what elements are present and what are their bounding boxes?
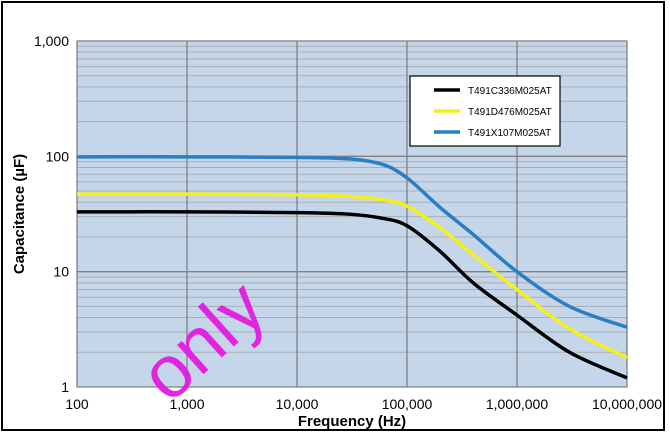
legend-label: T491C336M025AT bbox=[468, 86, 552, 97]
series-line-1 bbox=[76, 210, 628, 380]
x-tick-label: 100 bbox=[65, 396, 89, 412]
x-tick-label: 1,000,000 bbox=[486, 396, 548, 412]
y-tick-label: 100 bbox=[46, 148, 70, 164]
legend: T491C336M025AT T491D476M025AT T491X107M025… bbox=[409, 75, 561, 147]
y-axis-title: Capacitance (µF) bbox=[11, 154, 28, 274]
legend-label: T491X107M025AT bbox=[468, 128, 551, 139]
x-axis-title: Frequency (Hz) bbox=[298, 413, 406, 429]
series-line-2 bbox=[76, 192, 628, 360]
grid-lines bbox=[76, 40, 628, 388]
legend-label: T491D476M025AT bbox=[468, 107, 552, 118]
y-tick-label: 1 bbox=[61, 379, 69, 395]
x-tick-label: 10,000 bbox=[276, 396, 319, 412]
y-tick-label: 10 bbox=[53, 264, 69, 280]
x-tick-labels: 100 1,000 10,000 100,000 1,000,000 10,000,000 bbox=[65, 396, 662, 412]
y-tick-label: 1,000 bbox=[34, 33, 69, 49]
capacitance-frequency-chart: 100 1,000 10,000 100,000 1,000,000 10,000,000… bbox=[11, 33, 662, 429]
chart-frame: 100 1,000 10,000 100,000 1,000,000 10,000,000… bbox=[1, 1, 665, 431]
series-line-3 bbox=[76, 155, 628, 329]
y-tick-labels: 1 10 100 1,000 bbox=[34, 33, 69, 395]
series-layer bbox=[76, 155, 628, 380]
x-tick-label: 100,000 bbox=[382, 396, 433, 412]
x-tick-label: 10,000,000 bbox=[592, 396, 662, 412]
x-tick-label: 1,000 bbox=[169, 396, 204, 412]
